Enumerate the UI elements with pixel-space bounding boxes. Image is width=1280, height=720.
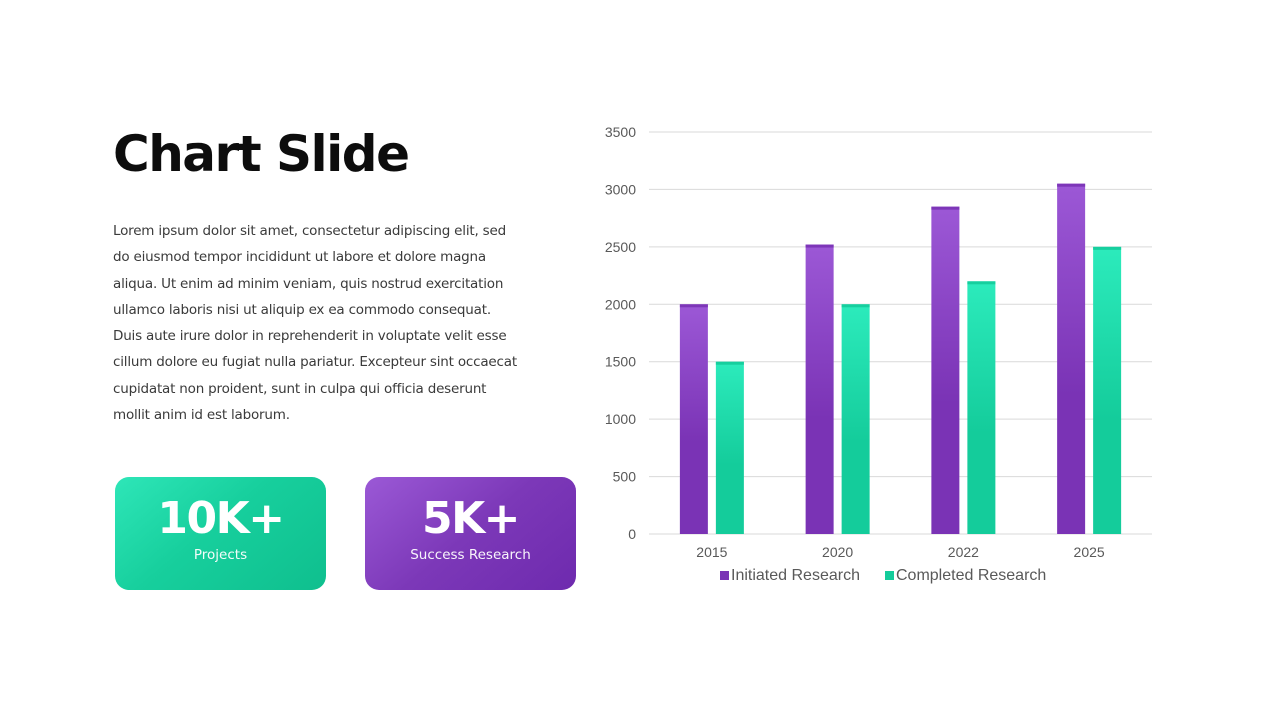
bar: [715, 361, 744, 534]
y-tick-label: 1500: [605, 354, 636, 370]
y-tick-label: 500: [613, 469, 637, 485]
bar: [1057, 183, 1086, 534]
stat-label: Success Research: [410, 547, 531, 563]
y-tick-label: 0: [628, 526, 636, 542]
body-paragraph: Lorem ipsum dolor sit amet, consectetur …: [113, 223, 517, 424]
bar: [679, 304, 708, 534]
bar: [1093, 246, 1122, 534]
bars: [679, 183, 1122, 534]
y-tick-label: 3500: [605, 124, 636, 140]
y-tick-label: 1000: [605, 411, 636, 427]
legend-label: Initiated Research: [731, 567, 860, 584]
bar: [805, 244, 834, 534]
stat-card-projects: 10K+ Projects: [115, 477, 326, 590]
slide-title: Chart Slide: [113, 125, 410, 183]
bar-chart: 0 500 1000 1500 2000 2500 3000 3500 2015 2020 202…: [605, 124, 1152, 584]
stat-value: 10K+: [157, 493, 285, 544]
stat-label: Projects: [193, 547, 248, 563]
legend-label: Completed Research: [896, 567, 1046, 584]
x-tick-label: 2020: [822, 544, 853, 560]
bar-cap: [715, 361, 744, 365]
x-tick-label: 2022: [948, 544, 979, 560]
bar: [967, 281, 996, 534]
bar-cap: [805, 244, 834, 248]
bar-cap: [931, 206, 960, 210]
stat-value: 5K+: [421, 493, 521, 544]
bar-cap: [1093, 246, 1122, 250]
x-tick-label: 2025: [1074, 544, 1105, 560]
bar-cap: [1057, 183, 1086, 187]
legend: Initiated Research Completed Research: [720, 567, 1046, 584]
y-tick-label: 3000: [605, 181, 636, 197]
bar: [841, 304, 870, 534]
bar-cap: [967, 281, 996, 285]
x-tick-label: 2015: [696, 544, 727, 560]
legend-swatch: [885, 571, 894, 580]
bar-cap: [841, 304, 870, 308]
y-tick-label: 2000: [605, 296, 636, 312]
y-axis-ticks: 0 500 1000 1500 2000 2500 3000 3500: [605, 124, 636, 542]
bar-cap: [679, 304, 708, 308]
x-axis-ticks: 2015 2020 2022 2025: [696, 544, 1105, 560]
y-tick-label: 2500: [605, 239, 636, 255]
stat-card-success-research: 5K+ Success Research: [365, 477, 576, 590]
bar: [931, 206, 960, 534]
legend-swatch: [720, 571, 729, 580]
